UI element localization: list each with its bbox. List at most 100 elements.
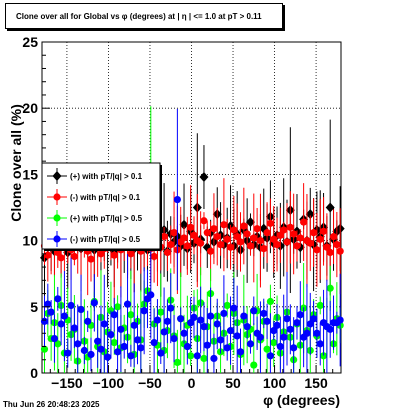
data-point [150, 338, 158, 347]
data-point [107, 331, 115, 339]
data-point [170, 229, 178, 237]
y-tick-label: 20 [22, 100, 38, 116]
legend-marker-1 [53, 193, 61, 201]
data-point [123, 300, 132, 308]
data-point [87, 350, 95, 359]
data-point [326, 325, 334, 333]
data-point [64, 349, 72, 357]
data-point [313, 329, 321, 337]
data-point [163, 317, 172, 325]
legend-label-0: (+) with pT/|q| > 0.1 [70, 172, 143, 181]
data-point [226, 327, 235, 335]
data-point [303, 329, 311, 337]
y-tick-label: 25 [22, 34, 38, 50]
data-point [110, 311, 118, 319]
data-point [90, 299, 98, 307]
data-point [193, 352, 201, 360]
data-point [233, 233, 241, 241]
data-point [226, 243, 235, 251]
data-point [256, 333, 265, 341]
legend-entries: (+) with pT/|q| > 0.1 (-) with pT/|q| > 0… [47, 168, 143, 247]
data-point [110, 251, 118, 259]
data-point [173, 195, 181, 204]
data-point [216, 240, 225, 249]
data-point [270, 235, 278, 243]
data-point [84, 317, 92, 325]
data-point [230, 226, 238, 234]
data-point [213, 320, 221, 328]
data-point [127, 352, 135, 360]
legend-marker-0 [52, 171, 62, 181]
data-point [130, 321, 138, 329]
data-point [240, 222, 248, 230]
data-point [286, 223, 294, 231]
data-point [309, 229, 318, 237]
data-point [273, 321, 281, 329]
data-point [220, 221, 228, 229]
data-point [309, 315, 318, 323]
timestamp-footer: Thu Jun 26 20:48:23 2025 [3, 400, 100, 409]
x-tick-label: 0 [188, 375, 196, 391]
data-point [187, 319, 195, 327]
data-point [270, 327, 278, 335]
x-tick-label: 50 [225, 375, 241, 391]
data-point [326, 284, 334, 292]
data-point [200, 354, 208, 363]
data-point [44, 251, 52, 259]
data-point [199, 172, 209, 183]
data-point [266, 352, 275, 360]
data-point [70, 252, 78, 261]
data-point [97, 345, 105, 353]
data-point [183, 242, 191, 250]
y-tick-label: 5 [30, 299, 38, 315]
data-point [87, 255, 95, 263]
data-point [57, 254, 65, 262]
data-point [263, 345, 271, 353]
data-point [167, 240, 175, 249]
data-point [200, 217, 208, 225]
data-point [260, 309, 268, 318]
legend-marker-3 [53, 235, 61, 243]
data-point [179, 219, 189, 230]
data-point [245, 217, 255, 228]
data-point [213, 233, 221, 241]
legend-label-3: (-) with pT/|q| > 0.5 [70, 235, 141, 244]
data-point [140, 307, 148, 315]
data-point [190, 231, 198, 239]
data-point [243, 230, 251, 238]
legend-marker-2 [53, 214, 61, 222]
data-point [97, 250, 105, 258]
legend-box [41, 162, 161, 250]
data-point [127, 250, 135, 258]
data-point [113, 348, 122, 356]
data-point [54, 295, 62, 303]
data-point [260, 244, 268, 253]
data-point [180, 329, 188, 337]
x-tick-label: −50 [138, 375, 162, 391]
data-point [190, 313, 198, 321]
data-point [70, 324, 78, 332]
data-point [256, 237, 265, 245]
y-tick-label: 10 [22, 233, 38, 249]
data-point [319, 227, 328, 235]
data-point [230, 304, 238, 312]
data-point [243, 323, 251, 331]
data-point [50, 334, 59, 343]
data-point [329, 233, 338, 241]
data-point [40, 345, 49, 353]
data-point [336, 247, 344, 255]
data-point [110, 338, 118, 347]
x-tick-label: −100 [93, 375, 125, 391]
data-point [333, 240, 341, 249]
data-point [273, 240, 281, 249]
data-point [47, 308, 55, 316]
y-tick-label: 0 [30, 365, 38, 381]
data-point [283, 238, 291, 246]
data-point [210, 225, 218, 233]
data-point [100, 320, 108, 328]
data-point [183, 342, 191, 351]
x-tick-label: 100 [263, 375, 287, 391]
data-point [300, 218, 308, 226]
data-point [319, 352, 328, 360]
data-point [147, 291, 155, 299]
